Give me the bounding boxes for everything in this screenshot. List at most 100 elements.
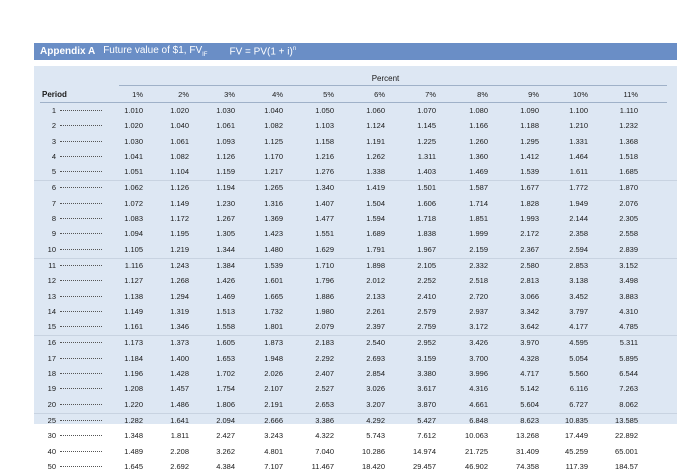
rate-header-6: 6% xyxy=(374,90,385,99)
value-cell: 1.105 xyxy=(124,244,143,254)
value-cell: 3.342 xyxy=(520,306,539,316)
appendix-label: Appendix A xyxy=(40,46,96,57)
value-cell: 1.082 xyxy=(170,151,189,161)
value-cell: 4.322 xyxy=(315,431,334,441)
dot-leader xyxy=(60,450,102,452)
table-row: 15 1.161 1.346 1.558 1.801 2.079 2.397 2.759 3.1… xyxy=(34,320,677,337)
value-cell: 1.210 xyxy=(569,121,588,131)
value-cell: 1.428 xyxy=(170,369,189,379)
dot-leader xyxy=(60,419,102,421)
value-cell: 2.854 xyxy=(366,369,385,379)
table-row: 9 1.094 1.195 1.305 1.423 1.551 1.689 1.838 1.99… xyxy=(34,227,677,242)
dot-leader xyxy=(60,403,102,405)
value-cell: 1.801 xyxy=(264,322,283,332)
value-cell: 1.873 xyxy=(264,338,283,348)
value-cell: 1.477 xyxy=(315,214,334,224)
period-cell: 7 xyxy=(51,198,56,208)
value-cell: 117.39 xyxy=(565,461,588,471)
value-cell: 6.848 xyxy=(469,415,488,425)
value-cell: 3.970 xyxy=(520,338,539,348)
value-cell: 1.732 xyxy=(264,306,283,316)
value-cell: 1.419 xyxy=(366,183,385,193)
value-cell: 5.560 xyxy=(569,369,588,379)
rate-header-2: 2% xyxy=(178,90,189,99)
table-row: 20 1.220 1.486 1.806 2.191 2.653 3.207 3.870 4.6… xyxy=(34,398,677,414)
value-cell: 1.340 xyxy=(315,183,334,193)
value-cell: 1.949 xyxy=(569,198,588,208)
value-cell: 1.665 xyxy=(264,291,283,301)
value-cell: 1.489 xyxy=(124,446,143,456)
rate-header-row: 1% 2% 3% 4% 5% 6% 7% 8% 9% 10% 11% xyxy=(34,87,677,101)
value-cell: 1.513 xyxy=(216,306,235,316)
value-cell: 21.725 xyxy=(465,446,488,456)
value-cell: 4.661 xyxy=(469,399,488,409)
value-cell: 2.107 xyxy=(264,384,283,394)
value-cell: 3.642 xyxy=(520,322,539,332)
table-row: 25 1.282 1.641 2.094 2.666 3.386 4.292 5.427 6.8… xyxy=(34,414,677,429)
value-cell: 1.195 xyxy=(170,229,189,239)
value-cell: 1.276 xyxy=(315,167,334,177)
formula-exponent: n xyxy=(292,45,297,52)
value-cell: 3.172 xyxy=(469,322,488,332)
value-cell: 1.480 xyxy=(264,244,283,254)
period-cell: 25 xyxy=(47,415,56,425)
value-cell: 1.594 xyxy=(366,214,385,224)
value-cell: 7.612 xyxy=(417,431,436,441)
value-cell: 3.152 xyxy=(619,260,638,270)
value-cell: 1.714 xyxy=(469,198,488,208)
value-cell: 3.262 xyxy=(216,446,235,456)
value-cell: 2.332 xyxy=(469,260,488,270)
value-cell: 1.645 xyxy=(124,461,143,471)
period-cell: 17 xyxy=(47,353,56,363)
value-cell: 1.710 xyxy=(315,260,334,270)
value-cell: 2.558 xyxy=(619,229,638,239)
value-cell: 3.207 xyxy=(366,399,385,409)
value-cell: 1.100 xyxy=(569,106,588,115)
value-cell: 2.252 xyxy=(417,276,436,286)
period-cell: 20 xyxy=(47,399,56,409)
value-cell: 4.292 xyxy=(366,415,385,425)
rate-header-4: 4% xyxy=(272,90,283,99)
value-cell: 3.452 xyxy=(569,291,588,301)
table-row: 11 1.116 1.243 1.384 1.539 1.710 1.898 2.105 2.3… xyxy=(34,259,677,274)
value-cell: 1.426 xyxy=(216,276,235,286)
value-cell: 1.225 xyxy=(417,136,436,146)
table-row: 5 1.051 1.104 1.159 1.217 1.276 1.338 1.403 1.46… xyxy=(34,165,677,182)
value-cell: 1.811 xyxy=(170,431,189,441)
value-cell: 184.57 xyxy=(615,461,638,471)
value-cell: 2.292 xyxy=(315,353,334,363)
value-cell: 1.601 xyxy=(264,276,283,286)
value-cell: 1.126 xyxy=(216,151,235,161)
value-cell: 2.580 xyxy=(520,260,539,270)
value-cell: 1.262 xyxy=(366,151,385,161)
value-cell: 2.518 xyxy=(469,276,488,286)
value-cell: 1.149 xyxy=(124,306,143,316)
value-cell: 1.194 xyxy=(216,183,235,193)
value-cell: 1.469 xyxy=(216,291,235,301)
value-cell: 1.558 xyxy=(216,322,235,332)
value-cell: 10.835 xyxy=(565,415,588,425)
value-cell: 1.080 xyxy=(469,106,488,115)
value-cell: 1.041 xyxy=(124,151,143,161)
value-cell: 1.828 xyxy=(520,198,539,208)
value-cell: 7.040 xyxy=(315,446,334,456)
value-cell: 1.611 xyxy=(569,167,588,177)
value-cell: 1.159 xyxy=(216,167,235,177)
value-cell: 1.093 xyxy=(216,136,235,146)
value-cell: 13.585 xyxy=(615,415,638,425)
value-cell: 3.159 xyxy=(417,353,436,363)
value-cell: 4.717 xyxy=(520,369,539,379)
dot-leader xyxy=(60,357,102,359)
period-cell: 11 xyxy=(48,260,56,270)
value-cell: 1.539 xyxy=(520,167,539,177)
value-cell: 1.999 xyxy=(469,229,488,239)
value-cell: 1.886 xyxy=(315,291,334,301)
value-cell: 1.606 xyxy=(417,198,436,208)
value-cell: 2.839 xyxy=(619,244,638,254)
value-cell: 5.142 xyxy=(520,384,539,394)
value-cell: 1.791 xyxy=(366,244,385,254)
dot-leader xyxy=(60,342,102,344)
value-cell: 3.617 xyxy=(417,384,436,394)
value-cell: 1.469 xyxy=(469,167,488,177)
value-cell: 1.423 xyxy=(264,229,283,239)
